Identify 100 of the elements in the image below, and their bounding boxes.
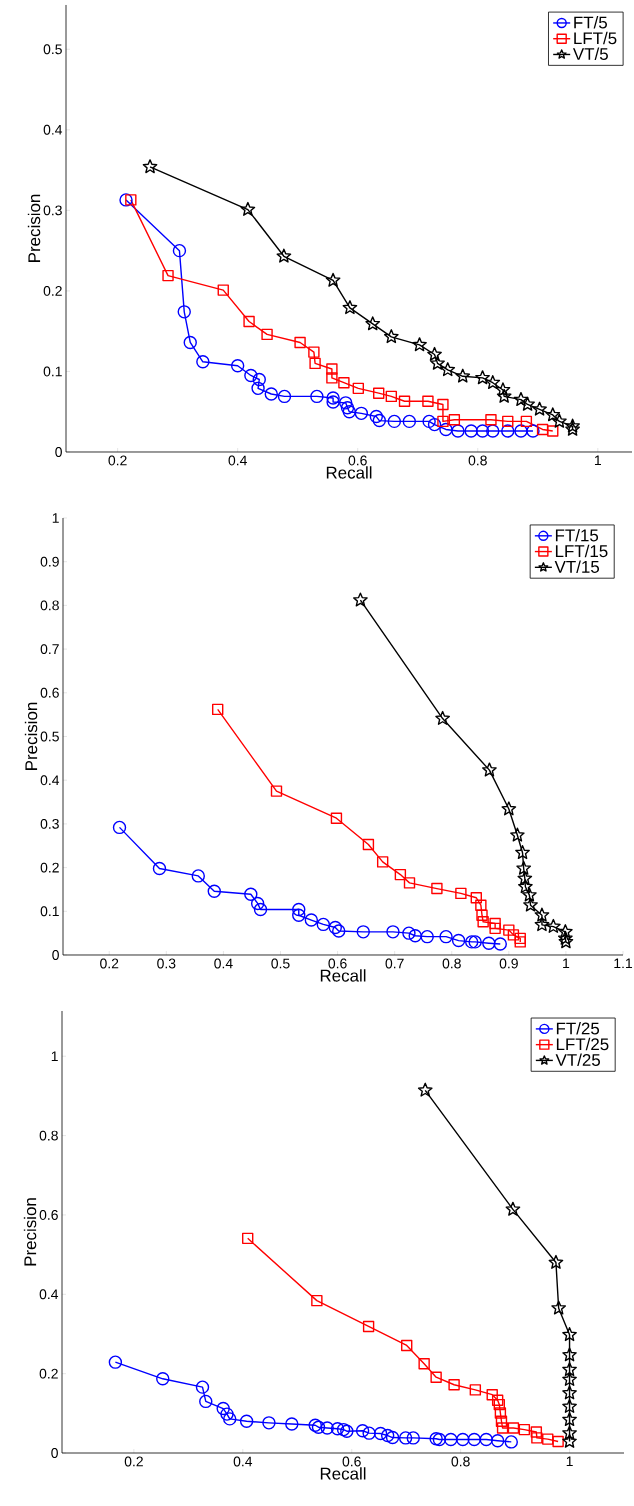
point xyxy=(112,820,127,835)
point xyxy=(156,1372,170,1386)
x-axis-title: Recall xyxy=(320,1467,366,1480)
x-tick-label: 0.6 xyxy=(348,455,367,466)
point xyxy=(320,1421,334,1435)
point xyxy=(557,924,573,939)
point xyxy=(496,388,512,403)
point xyxy=(342,300,358,315)
point xyxy=(507,1422,520,1434)
point xyxy=(455,368,471,383)
point xyxy=(422,395,434,407)
point xyxy=(542,1433,554,1445)
point xyxy=(308,1418,322,1432)
point xyxy=(223,1412,237,1426)
point xyxy=(448,1379,460,1391)
point xyxy=(373,1426,388,1441)
point xyxy=(304,913,319,927)
point xyxy=(451,933,466,948)
point xyxy=(326,395,340,409)
point xyxy=(517,870,533,885)
point xyxy=(548,1254,564,1269)
x-tick-label: 0.8 xyxy=(442,958,461,969)
point xyxy=(562,1361,577,1377)
point xyxy=(252,372,266,387)
point xyxy=(496,1422,509,1434)
point xyxy=(501,424,515,438)
point xyxy=(479,1432,493,1447)
point xyxy=(401,1339,413,1352)
y-tick-label: 0.8 xyxy=(39,1130,58,1141)
point xyxy=(362,838,375,851)
point xyxy=(501,801,517,816)
point xyxy=(108,1355,123,1369)
point xyxy=(385,1430,400,1445)
point xyxy=(547,425,559,437)
point xyxy=(220,1407,234,1421)
point xyxy=(430,355,445,370)
point xyxy=(562,1347,577,1362)
legend-label: LFT/5 xyxy=(574,31,617,45)
point xyxy=(394,868,407,881)
point xyxy=(244,887,258,901)
point xyxy=(338,377,350,389)
point xyxy=(505,1201,521,1216)
point xyxy=(486,1388,498,1401)
point xyxy=(328,920,342,935)
point xyxy=(308,346,320,358)
point xyxy=(493,937,507,951)
point xyxy=(523,897,538,912)
point xyxy=(336,1422,351,1437)
point xyxy=(503,924,515,936)
point xyxy=(383,329,399,344)
point xyxy=(277,389,292,404)
point xyxy=(516,860,532,875)
x-tick-label: 0.6 xyxy=(328,958,347,969)
point xyxy=(532,401,547,416)
point xyxy=(440,362,456,377)
point xyxy=(545,407,561,422)
point xyxy=(430,1371,442,1383)
point xyxy=(142,159,158,174)
legend-label: FT/15 xyxy=(555,528,599,542)
point xyxy=(514,424,528,438)
legend-label: VT/5 xyxy=(572,47,608,61)
point xyxy=(365,316,381,331)
point xyxy=(467,1432,481,1447)
point xyxy=(504,1435,518,1449)
x-tick-label: 0.4 xyxy=(228,455,247,466)
point xyxy=(482,762,497,777)
legend-label: LFT/15 xyxy=(555,544,608,558)
point xyxy=(412,337,427,352)
point xyxy=(292,908,306,922)
point xyxy=(534,917,550,932)
point xyxy=(562,1433,577,1448)
y-tick-label: 0 xyxy=(51,1448,58,1458)
point xyxy=(429,1432,443,1446)
point xyxy=(217,284,229,296)
point xyxy=(476,909,488,921)
y-tick-label: 0.2 xyxy=(43,285,62,296)
point xyxy=(309,357,321,370)
point xyxy=(261,328,273,341)
point xyxy=(495,1415,508,1427)
point xyxy=(339,396,353,410)
point xyxy=(470,892,482,904)
point xyxy=(520,396,535,411)
point xyxy=(464,424,478,438)
point xyxy=(330,812,343,824)
point xyxy=(475,899,487,911)
point xyxy=(558,934,574,949)
point xyxy=(448,414,461,426)
point xyxy=(354,406,369,421)
y-tick-label: 1 xyxy=(51,1051,58,1062)
point xyxy=(398,395,411,407)
point xyxy=(562,1385,577,1400)
x-tick-label: 1 xyxy=(563,958,570,969)
point xyxy=(514,936,526,948)
point xyxy=(195,1380,210,1394)
point xyxy=(427,346,442,361)
point xyxy=(276,248,292,263)
point xyxy=(253,902,268,917)
point xyxy=(562,1371,577,1386)
point xyxy=(435,710,450,725)
x-tick-label: 0.8 xyxy=(468,455,487,466)
